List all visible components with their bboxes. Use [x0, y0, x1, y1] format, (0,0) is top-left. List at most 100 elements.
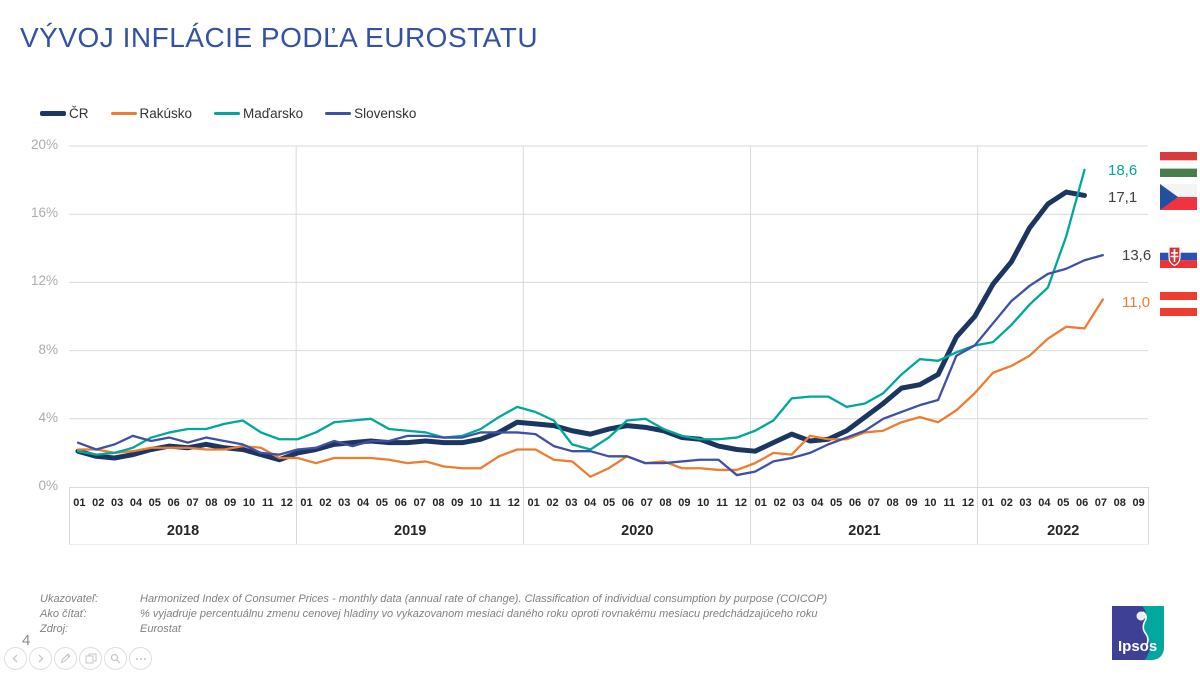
- month-tick-label: 08: [1113, 496, 1126, 509]
- year-group: 01 02 03 04 05 06 07 08 09 10 11 12 2020: [524, 488, 752, 544]
- month-tick-label: 09: [451, 496, 464, 509]
- month-tick-label: 07: [186, 496, 199, 509]
- month-tick-label: 06: [394, 496, 407, 509]
- month-tick-label: 08: [659, 496, 672, 509]
- month-tick-label: 09: [224, 496, 237, 509]
- flag-hungary-icon: [1160, 152, 1197, 177]
- month-tick-label: 10: [697, 496, 710, 509]
- footer-label: Ako čítať:: [40, 608, 87, 620]
- month-tick-label: 11: [489, 496, 501, 509]
- month-tick-label: 11: [716, 496, 728, 509]
- month-tick-label: 01: [300, 496, 313, 509]
- month-tick-label: 09: [678, 496, 691, 509]
- year-tick-label: 2018: [166, 522, 200, 539]
- footer-label: Ukazovateľ:: [40, 593, 99, 605]
- year-group: 01 02 03 04 05 06 07 08 09 10 11 12 2018: [70, 488, 298, 544]
- legend-item-slovensko: Slovensko: [325, 106, 416, 121]
- month-tick-label: 05: [375, 496, 389, 509]
- year-tick-label: 2021: [848, 522, 881, 539]
- month-tick-label: 11: [943, 496, 955, 509]
- legend-label: Rakúsko: [139, 106, 193, 121]
- month-tick-label: 01: [73, 496, 86, 509]
- month-tick-label: 06: [621, 496, 634, 509]
- month-tick-label: 02: [1000, 496, 1013, 509]
- y-tick-label: 16%: [30, 205, 58, 221]
- month-tick-label: 04: [1038, 496, 1051, 509]
- legend-swatch-cr-icon: [40, 111, 66, 116]
- end-label-madarsko: 18,6: [1108, 162, 1138, 179]
- zoom-magnifier-button[interactable]: [104, 647, 127, 670]
- month-tick-label: 04: [811, 496, 824, 509]
- month-tick-label: 06: [848, 496, 862, 509]
- month-tick-label: 03: [110, 496, 124, 509]
- slide-nav-controls: [4, 647, 154, 670]
- month-tick-label: 10: [242, 496, 256, 509]
- previous-slide-button[interactable]: [4, 647, 27, 670]
- month-tick-label: 05: [148, 496, 161, 509]
- legend-swatch-slovensko-icon: [325, 112, 352, 115]
- month-tick-label: 05: [602, 496, 616, 509]
- month-tick-label: 12: [961, 496, 975, 509]
- year-group: 01 02 03 04 05 06 07 08 09 10 11 12 2019: [297, 488, 525, 544]
- y-tick-label: 4%: [38, 409, 58, 425]
- month-tick-label: 12: [734, 496, 748, 509]
- footer-notes: Ukazovateľ: Harmonized Index of Consumer…: [40, 592, 827, 637]
- legend-label: Slovensko: [354, 106, 417, 121]
- slides-overview-button[interactable]: [79, 647, 102, 670]
- month-tick-label: 06: [1075, 496, 1089, 509]
- month-tick-label: 02: [546, 496, 559, 509]
- next-slide-button[interactable]: [29, 647, 52, 670]
- month-tick-label: 03: [1019, 496, 1032, 509]
- month-tick-label: 02: [92, 496, 105, 509]
- page-number: 4: [22, 632, 31, 649]
- flag-slovakia-icon: [1160, 245, 1197, 268]
- month-tick-label: 11: [262, 496, 274, 509]
- legend-item-rakusko: Rakúsko: [110, 106, 193, 121]
- month-tick-label: 06: [167, 496, 180, 509]
- footer-row: Zdroj: Eurostat: [40, 622, 827, 637]
- month-tick-label: 09: [905, 496, 918, 509]
- month-tick-label: 05: [830, 496, 843, 509]
- end-label-rakusko: 11,0: [1122, 294, 1151, 311]
- x-axis: 01 02 03 04 05 06 07 08 09 10 11 12 2018 01 02 03 04 05 06…: [69, 487, 1150, 545]
- month-tick-label: 03: [338, 496, 351, 509]
- footer-label: Zdroj:: [40, 623, 69, 635]
- y-tick-label: 8%: [38, 341, 58, 357]
- month-tick-label: 09: [1132, 496, 1145, 509]
- more-options-button[interactable]: [129, 647, 152, 670]
- legend-label: ČR: [69, 106, 89, 121]
- y-tick-label: 12%: [30, 273, 58, 289]
- year-tick-label: 2019: [394, 522, 427, 539]
- month-tick-label: 02: [319, 496, 332, 509]
- year-tick-label: 2020: [621, 522, 654, 539]
- month-tick-label: 08: [432, 496, 445, 509]
- month-tick-label: 01: [754, 496, 767, 509]
- month-tick-label: 03: [565, 496, 578, 509]
- footer-text: Harmonized Index of Consumer Prices - mo…: [140, 593, 828, 605]
- year-tick-label: 2022: [1047, 522, 1080, 539]
- footer-row: Ukazovateľ: Harmonized Index of Consumer…: [40, 592, 827, 607]
- legend-swatch-rakusko-icon: [110, 112, 137, 115]
- ipsos-logo-text: Ipsos: [1118, 638, 1157, 655]
- ipsos-logo: Ipsos: [1112, 606, 1164, 660]
- end-label-slovensko: 13,6: [1122, 247, 1152, 264]
- end-label-cr: 17,1: [1108, 189, 1138, 206]
- month-tick-label: 07: [640, 496, 653, 509]
- footer-text: Eurostat: [140, 623, 181, 635]
- month-tick-label: 08: [886, 496, 899, 509]
- legend-item-cr: ČR: [40, 106, 89, 121]
- chart-legend: ČR Rakúsko Maďarsko Slovensko: [40, 106, 438, 121]
- month-tick-label: 01: [981, 496, 994, 509]
- month-tick-label: 08: [205, 496, 218, 509]
- year-group: 01 02 03 04 05 06 07 08 09 10 11 12 2021: [751, 488, 979, 544]
- footer-row: Ako čítať: % vyjadruje percentuálnu zmen…: [40, 607, 827, 622]
- legend-item-madarsko: Maďarsko: [214, 106, 303, 121]
- month-tick-label: 02: [773, 496, 786, 509]
- month-tick-label: 07: [867, 496, 880, 509]
- edit-pencil-button[interactable]: [54, 647, 77, 670]
- month-tick-label: 07: [1094, 496, 1108, 509]
- month-tick-label: 05: [1057, 496, 1070, 509]
- legend-label: Maďarsko: [243, 106, 304, 121]
